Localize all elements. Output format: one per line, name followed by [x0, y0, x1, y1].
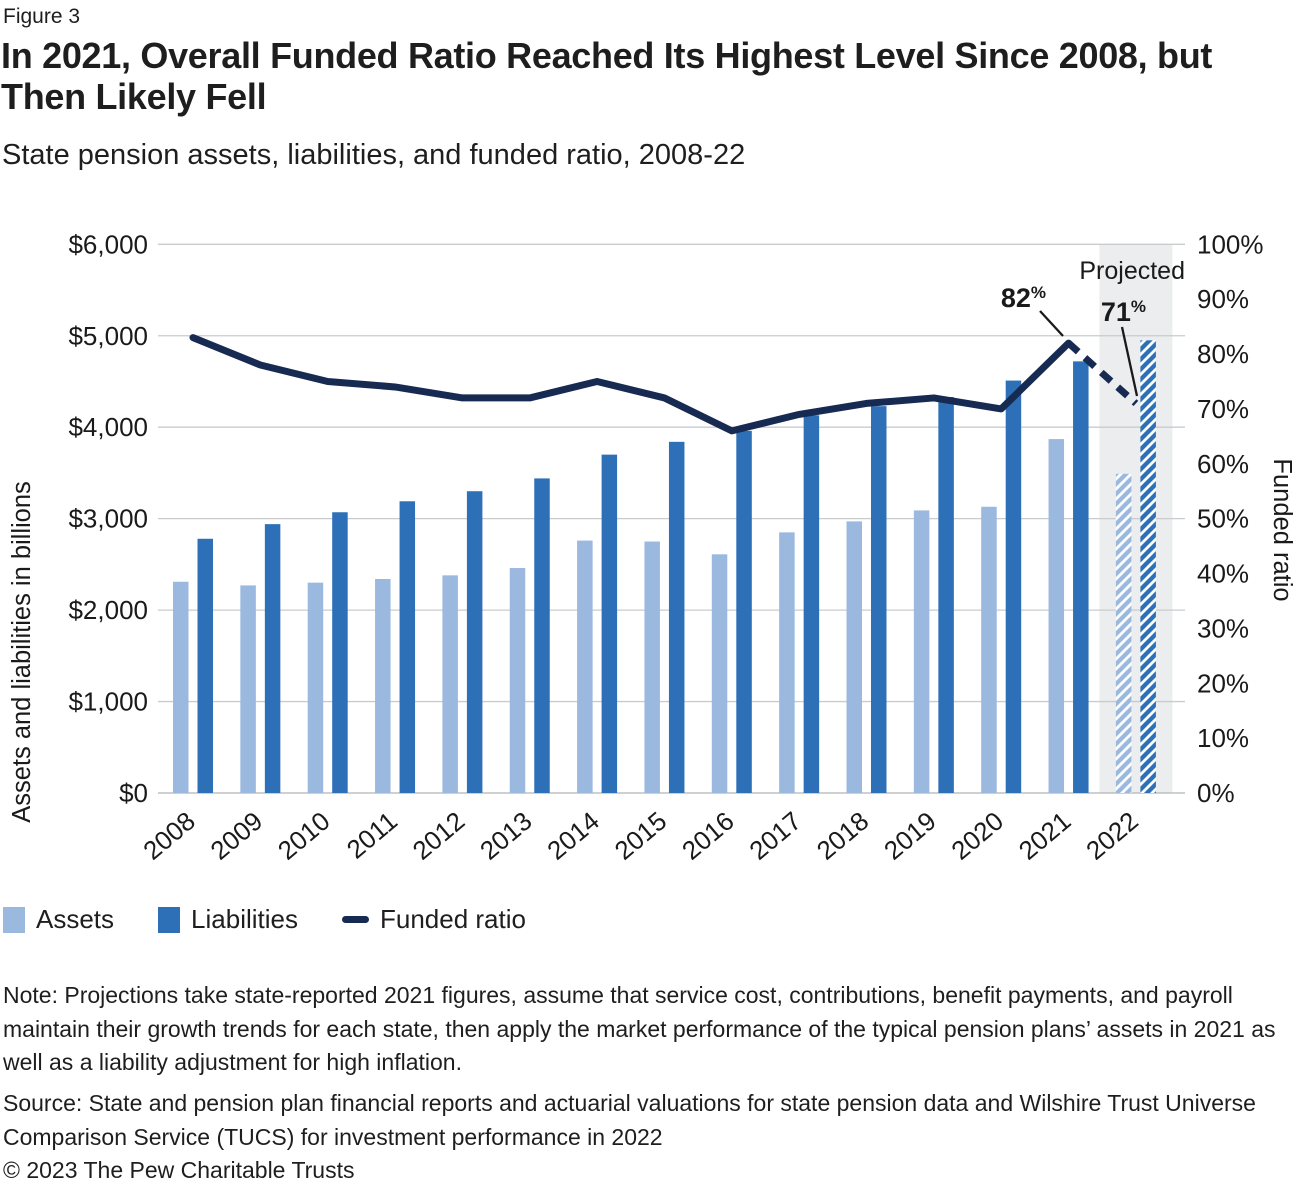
annotation-82pct-sup: %: [1031, 283, 1046, 302]
right-axis-tick-label: 50%: [1197, 504, 1249, 534]
x-axis-label-2012: 2012: [407, 806, 471, 866]
bar-assets-2008: [173, 581, 189, 793]
legend-label-assets: Assets: [36, 904, 115, 934]
annotation-71pct-sup: %: [1131, 297, 1146, 316]
legend-item-assets: Assets: [3, 904, 114, 935]
x-axis-label-2015: 2015: [609, 806, 673, 866]
bar-assets-2011: [375, 579, 391, 793]
figure-label: Figure 3: [3, 5, 81, 28]
x-axis-label-2016: 2016: [676, 806, 740, 866]
bar-liabilities-2017: [803, 415, 820, 793]
bar-liabilities-2011: [399, 501, 416, 793]
legend-item-liabilities: Liabilities: [158, 904, 298, 935]
bar-liabilities-2021: [1073, 361, 1089, 793]
legend-item-funded-ratio: Funded ratio: [341, 904, 526, 935]
page-title: In 2021, Overall Funded Ratio Reached It…: [1, 35, 1213, 117]
bar-assets-2016: [711, 554, 728, 793]
bar-liabilities-2016: [736, 430, 752, 793]
annotation-82pct-callout: [1039, 310, 1064, 337]
bar-assets-2021: [1048, 439, 1065, 793]
right-axis-title: Funded ratio: [1268, 458, 1296, 601]
right-axis-tick-label: 100%: [1197, 229, 1264, 259]
x-axis-label-2010: 2010: [272, 806, 336, 866]
bar-assets-2014: [577, 540, 593, 793]
copyright-text: © 2023 The Pew Charitable Trusts: [3, 1157, 355, 1183]
right-axis-tick-label: 10%: [1197, 723, 1249, 753]
right-axis-tick-label: 20%: [1197, 668, 1249, 698]
left-axis-tick-label: $4,000: [68, 412, 148, 442]
left-axis-tick-label: $0: [119, 778, 148, 808]
bar-liabilities-2012: [466, 491, 483, 793]
x-axis-label-2017: 2017: [743, 806, 807, 866]
bar-assets-2019: [913, 510, 930, 793]
x-axis-label-2019: 2019: [878, 806, 942, 866]
bar-assets-2015: [644, 541, 660, 793]
bar-assets-2009: [240, 585, 256, 793]
note-text: Note: Projections take state-reported 20…: [3, 982, 1276, 1075]
left-axis-tick-label: $1,000: [68, 687, 148, 717]
x-axis-label-2021: 2021: [1013, 806, 1077, 866]
bar-assets-2020: [981, 506, 997, 793]
right-axis-tick-label: 90%: [1197, 284, 1249, 314]
bar-liabilities-2019: [938, 397, 954, 793]
left-axis-tick-label: $6,000: [68, 229, 148, 259]
bar-liabilities-2009: [264, 524, 281, 793]
left-axis-tick-label: $5,000: [68, 321, 148, 351]
legend-label-liabilities: Liabilities: [191, 904, 298, 934]
page-subtitle: State pension assets, liabilities, and f…: [2, 139, 746, 171]
source-text: Source: State and pension plan financial…: [3, 1090, 1256, 1150]
right-axis-tick-label: 0%: [1197, 778, 1235, 808]
bar-liabilities-2014: [601, 454, 618, 793]
left-axis-tick-label: $3,000: [68, 504, 148, 534]
bar-liabilities-2008: [197, 538, 213, 793]
bar-liabilities-2015: [668, 441, 685, 793]
right-axis-tick-label: 80%: [1197, 339, 1249, 369]
x-axis-label-2020: 2020: [945, 806, 1009, 866]
funded-ratio-line-swatch: [341, 916, 369, 923]
right-axis-tick-label: 60%: [1197, 449, 1249, 479]
bar-liabilities-2020: [1005, 380, 1022, 793]
bar-liabilities-2010: [332, 512, 348, 793]
x-axis-label-2011: 2011: [341, 806, 403, 865]
x-axis-label-2018: 2018: [811, 806, 875, 866]
x-axis-label-2013: 2013: [474, 806, 538, 866]
bar-assets-2010: [307, 582, 324, 793]
bar-assets-2013: [509, 568, 526, 793]
projected-label: Projected: [1079, 257, 1185, 285]
legend: Assets Liabilities Funded ratio: [3, 904, 570, 935]
annotation-71pct-callout: [1120, 326, 1139, 397]
x-axis-label-2022: 2022: [1080, 806, 1144, 866]
bar-assets-2018: [846, 521, 862, 793]
right-axis-tick-label: 40%: [1197, 559, 1249, 589]
bar-assets-2022: [1115, 473, 1132, 793]
x-axis-label-2008: 2008: [137, 806, 201, 866]
bar-assets-2012: [442, 575, 458, 793]
left-axis-tick-label: $2,000: [68, 595, 148, 625]
bar-liabilities-2022: [1140, 340, 1156, 793]
bar-liabilities-2013: [534, 478, 550, 793]
x-axis-label-2014: 2014: [541, 806, 605, 866]
annotation-82pct: 82%: [1001, 283, 1046, 313]
funded-ratio-line: [189, 334, 1073, 435]
right-axis-tick-label: 30%: [1197, 613, 1249, 643]
pension-chart: $0 $1,000 $2,000 $3,000 $4,000 $5,000 $6,000 0%…: [8, 229, 1296, 866]
left-axis-title: Assets and liabilities in billions: [8, 481, 36, 823]
x-axis-label-2009: 2009: [205, 806, 269, 866]
liabilities-swatch: [158, 906, 181, 933]
funded-ratio-line-projected: [1066, 340, 1139, 407]
assets-swatch: [3, 906, 25, 933]
right-axis-tick-label: 70%: [1197, 394, 1249, 424]
legend-label-funded-ratio: Funded ratio: [379, 904, 526, 934]
bar-assets-2017: [779, 532, 795, 793]
bar-liabilities-2018: [871, 406, 887, 793]
